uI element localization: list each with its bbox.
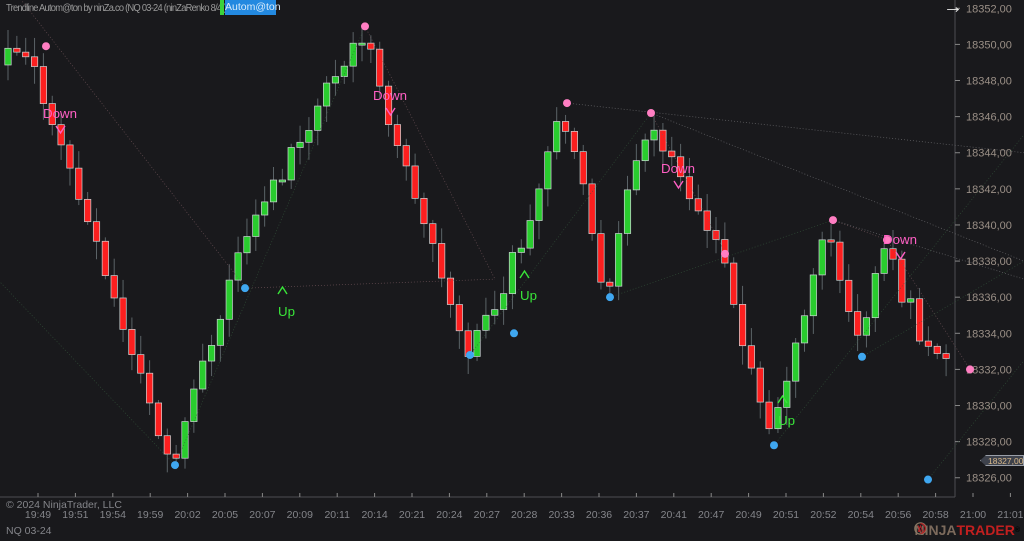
- svg-text:18330,00: 18330,00: [966, 401, 1012, 413]
- svg-text:18340,00: 18340,00: [966, 220, 1012, 232]
- svg-text:18326,00: 18326,00: [966, 473, 1012, 485]
- svg-text:18350,00: 18350,00: [966, 39, 1012, 51]
- svg-text:18338,00: 18338,00: [966, 256, 1012, 268]
- svg-text:18334,00: 18334,00: [966, 328, 1012, 340]
- svg-text:Up: Up: [278, 304, 295, 319]
- svg-text:18336,00: 18336,00: [966, 292, 1012, 304]
- svg-text:18352,00: 18352,00: [966, 3, 1012, 15]
- svg-text:Up: Up: [778, 413, 795, 428]
- svg-text:Down: Down: [43, 106, 77, 121]
- svg-text:18342,00: 18342,00: [966, 184, 1012, 196]
- svg-text:18348,00: 18348,00: [966, 76, 1012, 88]
- svg-text:Down: Down: [661, 161, 695, 176]
- svg-text:Down: Down: [373, 88, 407, 103]
- svg-text:18346,00: 18346,00: [966, 112, 1012, 124]
- svg-text:18328,00: 18328,00: [966, 437, 1012, 449]
- svg-text:Up: Up: [520, 288, 537, 303]
- svg-text:18344,00: 18344,00: [966, 148, 1012, 160]
- svg-text:Down: Down: [883, 232, 917, 247]
